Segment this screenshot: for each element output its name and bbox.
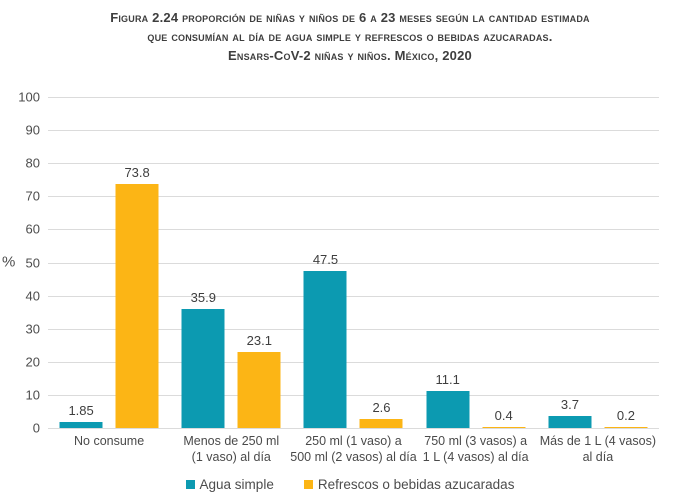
- bar-value-label: 1.85: [68, 402, 94, 418]
- bar-agua-simple-4: 3.7: [548, 397, 592, 428]
- y-tick-label-80: 80: [25, 155, 40, 171]
- bar-pair-2: 47.5 2.6: [303, 252, 403, 428]
- x-category-label-4: Más de 1 L (4 vasos) al día: [523, 434, 673, 465]
- legend-label: Refrescos o bebidas azucaradas: [317, 477, 515, 492]
- bar-group-1: 35.9 23.1: [170, 97, 292, 428]
- bar-refrescos-o-bebidas-azucaradas-4: 0.2: [604, 408, 648, 428]
- x-category-label-line: 250 ml (1 vaso) a: [305, 434, 402, 448]
- bar-agua-simple-2: 47.5: [303, 252, 347, 428]
- bar-pair-3: 11.1 0.4: [426, 372, 526, 428]
- x-category-label-2: 250 ml (1 vaso) a 500 ml (2 vasos) al día: [278, 434, 428, 465]
- bar-value-label: 0.4: [494, 407, 513, 423]
- y-tick-label-10: 10: [25, 387, 40, 403]
- bar-value-label: 2.6: [372, 400, 391, 416]
- bar-agua-simple-1: 35.9: [181, 290, 225, 428]
- x-category-label-1: Menos de 250 ml (1 vaso) al día: [156, 434, 306, 465]
- gridline-100: [48, 97, 659, 98]
- legend: Agua simple Refrescos o bebidas azucarada…: [0, 477, 700, 492]
- bar-agua-simple-3: 11.1: [426, 372, 470, 428]
- x-category-label-line: al día: [582, 449, 614, 464]
- y-tick-label-30: 30: [25, 321, 40, 337]
- y-tick-label-70: 70: [25, 188, 40, 204]
- x-category-label-line: 500 ml (2 vasos) al día: [290, 449, 417, 464]
- y-tick-label-100: 100: [18, 89, 40, 105]
- y-tick-label-0: 0: [32, 420, 40, 436]
- bar-refrescos-o-bebidas-azucaradas-0: 73.8: [115, 165, 159, 428]
- gridline-60: [48, 229, 659, 231]
- bar-value-label: 23.1: [246, 332, 272, 348]
- gridline-0: [48, 428, 659, 429]
- bar-group-4: 3.7 0.2: [537, 97, 659, 428]
- figure-title: Figura 2.24 proporción de niñas y niños …: [10, 8, 690, 65]
- bar-value-label: 0.2: [616, 408, 635, 424]
- gridline-70: [48, 196, 659, 198]
- legend-swatch-icon: [185, 480, 195, 489]
- plot-area: 1.85 73.8 No consume 35.9 23.1 Menos de 250 m…: [48, 97, 659, 464]
- x-category-label-line: 1 L (4 vasos) al día: [422, 449, 529, 464]
- legend-label: Agua simple: [199, 477, 274, 492]
- y-axis-label: %: [2, 253, 16, 271]
- bar-refrescos-o-bebidas-azucaradas-1: 23.1: [237, 333, 281, 428]
- legend-swatch-icon: [303, 480, 313, 489]
- legend-item-refrescos-o-bebidas-azucaradas: Refrescos o bebidas azucaradas: [303, 477, 515, 492]
- gridline-20: [48, 361, 659, 363]
- figure-title-line-3: Ensars-CoV-2 niñas y niños. México, 2020: [228, 48, 472, 63]
- gridline-50: [48, 262, 659, 264]
- y-tick-label-90: 90: [25, 122, 40, 138]
- y-tick-label-20: 20: [25, 354, 40, 370]
- bar-refrescos-o-bebidas-azucaradas-3: 0.4: [482, 408, 526, 428]
- bar-refrescos-o-bebidas-azucaradas-2: 2.6: [359, 400, 403, 428]
- y-tick-label-40: 40: [25, 288, 40, 304]
- y-tick-label-50: 50: [25, 255, 40, 270]
- gridline-40: [48, 295, 659, 297]
- legend-item-agua-simple: Agua simple: [185, 477, 274, 492]
- bar-value-label: 73.8: [124, 164, 150, 180]
- x-category-label-0: No consume: [34, 434, 184, 450]
- figure-title-line-2: que consumían al día de agua simple y re…: [147, 29, 553, 44]
- figure-title-line-1: Figura 2.24 proporción de niñas y niños …: [110, 10, 590, 25]
- bar-value-label: 35.9: [190, 290, 216, 306]
- bar-value-label: 11.1: [435, 372, 460, 388]
- bar-value-label: 3.7: [560, 396, 579, 412]
- x-category-label-line: No consume: [74, 434, 145, 448]
- gridline-30: [48, 328, 659, 330]
- bar-pair-0: 1.85 73.8: [59, 165, 159, 428]
- gridline-10: [48, 394, 659, 396]
- bar-group-2: 47.5 2.6: [292, 97, 414, 428]
- gridline-80: [48, 163, 659, 165]
- y-tick-label-60: 60: [25, 221, 40, 237]
- bar-agua-simple-0: 1.85: [59, 403, 103, 428]
- x-category-label-line: (1 vaso) al día: [191, 449, 271, 464]
- bar-pair-4: 3.7 0.2: [548, 397, 648, 428]
- x-category-label-line: Menos de 250 ml: [183, 434, 280, 448]
- bar-pair-1: 35.9 23.1: [181, 290, 281, 428]
- bar-value-label: 47.5: [312, 251, 339, 267]
- bar-group-0: 1.85 73.8: [48, 97, 170, 428]
- x-category-label-line: 750 ml (3 vasos) a: [424, 434, 528, 448]
- y-axis: 0 10 20 30 40 50 60 70 80 90 100: [0, 90, 40, 436]
- gridline-90: [48, 130, 659, 132]
- x-category-label-line: Más de 1 L (4 vasos): [539, 434, 657, 448]
- bar-group-3: 11.1 0.4: [415, 97, 537, 428]
